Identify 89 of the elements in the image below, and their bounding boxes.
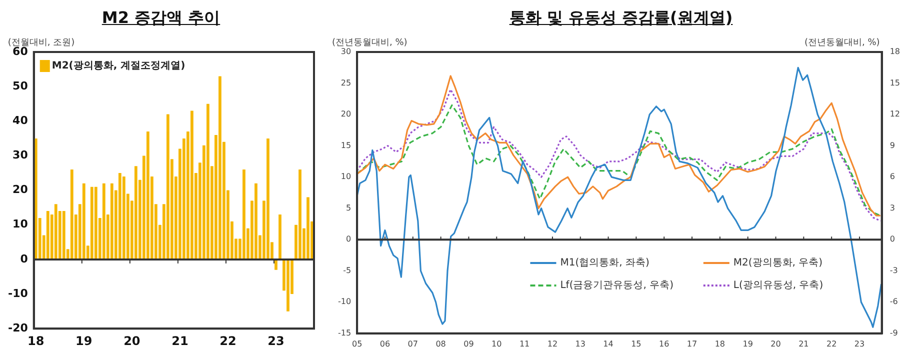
- bar: [266, 138, 270, 260]
- x-tick-label: 07: [408, 339, 418, 348]
- y-tick-label: -20: [8, 321, 28, 334]
- x-tick-label: 12: [547, 339, 558, 348]
- x-tick-label: 05: [352, 339, 362, 348]
- y2-tick-label: -6: [890, 297, 898, 306]
- x-tick-label: 18: [28, 334, 44, 348]
- y2-axis-title: (전년동월대비, %): [804, 38, 880, 48]
- bar: [274, 259, 278, 270]
- bar: [278, 214, 282, 260]
- y2-tick-label: 18: [890, 47, 900, 56]
- y2-tick-label: 12: [890, 110, 900, 119]
- x-tick-label: 21: [798, 339, 809, 348]
- bar: [94, 186, 98, 260]
- line-series: [357, 104, 882, 216]
- bar: [134, 166, 138, 260]
- bar: [306, 197, 310, 260]
- x-tick-label: 11: [519, 339, 530, 348]
- x-tick-label: 15: [631, 339, 642, 348]
- bar: [70, 170, 74, 260]
- bar: [122, 176, 126, 260]
- bar: [218, 76, 222, 260]
- bar: [82, 183, 86, 260]
- y-axis-title: (전년동월대비, %): [332, 38, 408, 48]
- bar: [62, 211, 66, 260]
- x-tick-label: 13: [575, 339, 586, 348]
- y-tick-label: 40: [12, 114, 28, 128]
- y2-tick-label: 9: [890, 140, 895, 150]
- y2-tick-label: -3: [890, 266, 898, 275]
- bar: [46, 211, 50, 260]
- bar: [254, 183, 258, 260]
- x-tick-label: 21: [172, 334, 188, 348]
- chart-title: 통화 및 유동성 증감률(원계열): [509, 8, 733, 27]
- y-tick-label: 20: [12, 183, 28, 196]
- x-tick-label: 22: [826, 339, 837, 348]
- x-tick-label: 18: [714, 339, 726, 348]
- bar: [166, 114, 170, 260]
- y-tick-label: 25: [340, 78, 352, 88]
- x-tick-label: 23: [854, 339, 865, 348]
- x-tick-label: 09: [464, 339, 474, 348]
- x-tick-label: 19: [742, 339, 753, 348]
- y-tick-label: 10: [340, 172, 352, 182]
- bar: [298, 170, 302, 260]
- y-tick-label: 0: [346, 234, 352, 244]
- y-tick-label: 5: [346, 203, 352, 212]
- y-tick-label: 10: [12, 218, 28, 231]
- y-tick-label: -5: [343, 266, 352, 275]
- x-tick-label: 17: [686, 339, 698, 348]
- y2-tick-label: 3: [890, 203, 895, 212]
- y2-tick-label: 6: [890, 172, 895, 182]
- legend-label: M2(광의통화, 우축): [733, 258, 823, 269]
- x-tick-label: 10: [492, 339, 502, 348]
- y-tick-label: 20: [340, 110, 352, 119]
- bar: [146, 132, 150, 260]
- y-tick-label: -10: [338, 297, 352, 306]
- bar: [190, 110, 194, 260]
- y2-tick-label: -9: [890, 328, 898, 338]
- y2-tick-label: 15: [890, 78, 900, 88]
- x-tick-label: 19: [76, 334, 92, 348]
- y-tick-label: 0: [20, 252, 28, 266]
- x-tick-label: 20: [124, 334, 140, 348]
- x-tick-label: 14: [603, 339, 614, 348]
- legend-label: L(광의유동성, 우축): [733, 280, 824, 292]
- bar: [242, 170, 246, 260]
- legend-label: Lf(금융기관유동성, 우축): [560, 280, 674, 292]
- y-tick-label: -15: [338, 328, 352, 338]
- y-tick-label: 15: [340, 140, 352, 150]
- x-tick-label: 08: [436, 339, 446, 348]
- bar: [102, 183, 106, 260]
- bar: [54, 204, 58, 260]
- y-tick-label: 30: [340, 47, 352, 56]
- bar: [286, 259, 290, 312]
- y-tick-label: 50: [12, 79, 28, 92]
- bar: [90, 186, 94, 260]
- bar: [206, 104, 210, 260]
- legend-label: M2(광의통화, 계절조정계열): [52, 60, 186, 72]
- bar: [118, 173, 122, 260]
- legend-label: M1(협의통화, 좌축): [560, 258, 650, 269]
- x-tick-label: 20: [770, 339, 781, 348]
- y2-tick-label: 0: [890, 234, 895, 244]
- x-tick-label: 22: [220, 334, 236, 348]
- x-tick-label: 16: [659, 339, 670, 348]
- x-tick-label: 06: [380, 339, 390, 348]
- y-axis-title: (전월대비, 조원): [8, 38, 75, 48]
- x-tick-label: 23: [268, 334, 284, 348]
- bar: [110, 183, 114, 260]
- y-tick-label: -10: [8, 286, 28, 300]
- y-tick-label: 30: [12, 148, 28, 162]
- chart-title: M2 증감액 추이: [102, 8, 220, 27]
